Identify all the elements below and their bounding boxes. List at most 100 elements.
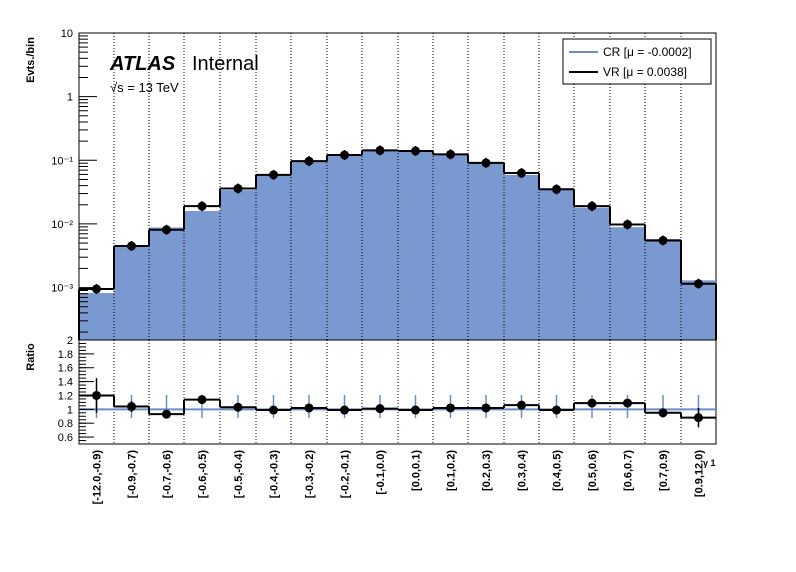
x-tick-label: [-12.0,-0.9): [92, 450, 104, 505]
cr-bar: [468, 163, 504, 340]
x-tick-label: [-0.3,-0.2): [304, 450, 316, 499]
ratio-y-axis: 0.6 0.8 1 1.21.4 1.6 1.8 2: [58, 335, 94, 445]
cr-bar: [220, 190, 256, 340]
cr-bar: [114, 245, 149, 340]
ratio-data-point: [587, 398, 597, 408]
x-tick-label: [0.1,0.2): [446, 450, 458, 491]
ratio-y-tick-label: 0.6: [58, 432, 73, 444]
cr-bar: [504, 174, 539, 340]
vr-data-point: [92, 284, 101, 294]
ratio-y-tick-label: 1.6: [58, 363, 73, 375]
cr-bar: [256, 175, 291, 340]
cr-bar: [327, 155, 362, 340]
cr-bar: [362, 150, 398, 340]
cr-bar: [184, 210, 220, 340]
vr-data-point: [623, 219, 632, 229]
cr-bar: [398, 150, 433, 340]
x-tick-label: [-0.6,-0.5): [197, 450, 209, 499]
x-tick-label: [0.6,0.7): [623, 450, 635, 491]
cr-bar: [681, 280, 716, 340]
vr-data-point: [446, 149, 455, 159]
cr-bar: [574, 207, 610, 340]
x-tick-label: [-0.2,-0.1): [340, 450, 352, 499]
ratio-y-tick-label: 1.4: [58, 377, 73, 389]
cr-bar: [149, 227, 184, 340]
vr-data-point: [162, 225, 171, 235]
vr-data-point: [269, 170, 278, 180]
y-tick-label: 10⁻²: [51, 219, 73, 231]
vr-data-point: [127, 241, 136, 251]
y-tick-label: 10⁻³: [51, 283, 73, 295]
x-tick-label: [-0.5,-0.4): [233, 450, 245, 499]
vr-data-point: [233, 184, 243, 194]
ratio-data-point: [92, 390, 101, 400]
cr-bar: [539, 188, 574, 340]
ratio-y-tick-label: 0.8: [58, 418, 73, 430]
legend: CR [μ = -0.0002] VR [μ = 0.0038]: [562, 38, 712, 85]
x-tick-label: [-0.1,0.0): [375, 450, 387, 495]
y-tick-label: 10⁻¹: [51, 155, 73, 167]
ratio-data-point: [162, 409, 171, 419]
legend-cr-label: CR [μ = -0.0002]: [603, 45, 692, 59]
x-axis-label: γ 1: [703, 458, 716, 468]
ratio-data-point: [233, 402, 243, 412]
main-y-axis: 10⁻³ 10⁻² 10⁻¹ 1 10: [51, 28, 97, 333]
main-y-axis-label: Evts./bin: [25, 37, 37, 83]
x-tick-label: [0.0,0.1): [411, 450, 423, 491]
vr-data-point: [658, 235, 668, 245]
ratio-y-axis-label: Ratio: [25, 343, 37, 371]
ratio-data-point: [481, 403, 491, 413]
legend-vr-label: VR [μ = 0.0038]: [603, 65, 687, 79]
ratio-data-point: [517, 400, 526, 410]
atlas-label: ATLAS: [109, 53, 176, 75]
ratio-series: [79, 378, 716, 428]
x-tick-label: [-0.4,-0.3): [269, 450, 281, 499]
energy-label: √s = 13 TeV: [110, 80, 179, 95]
ratio-y-tick-label: 1: [67, 404, 73, 416]
ratio-data-point: [694, 413, 703, 423]
cr-bar: [433, 155, 468, 340]
y-tick-label: 10: [61, 28, 73, 40]
vr-data-point: [694, 279, 703, 289]
ratio-y-tick-label: 1.2: [58, 390, 73, 402]
main-panel: 10⁻³ 10⁻² 10⁻¹ 1 10 Evts./bin ATLAS Internal…: [25, 28, 717, 341]
cr-bar: [645, 238, 681, 340]
internal-label: Internal: [192, 53, 259, 75]
vr-data-point: [411, 146, 420, 156]
x-tick-label: [0.2,0.3): [481, 450, 493, 491]
x-tick-label: [0.3,0.4): [517, 450, 529, 491]
vr-data-point: [587, 201, 597, 211]
ratio-bin-gridlines: [113, 340, 682, 444]
ratio-data-point: [269, 405, 278, 415]
vr-data-point: [552, 184, 561, 194]
ratio-y-tick-label: 2: [67, 335, 73, 347]
vr-data-point: [375, 145, 385, 155]
ratio-data-point: [304, 403, 314, 413]
ratio-data-point: [197, 395, 207, 405]
ratio-data-point: [623, 398, 632, 408]
ratio-data-point: [340, 405, 349, 415]
vr-data-point: [517, 168, 526, 178]
x-tick-label: [-0.7,-0.6): [162, 450, 174, 499]
legend-box: [562, 38, 712, 85]
vr-data-point: [481, 158, 491, 168]
x-tick-label: [0.5,0.6): [587, 450, 599, 491]
y-tick-label: 1: [67, 92, 73, 104]
ratio-data-point: [375, 404, 385, 414]
x-tick-label: [0.9,12.0): [694, 450, 706, 497]
vr-data-point: [197, 201, 207, 211]
cr-histogram-fill: [79, 150, 716, 340]
x-axis-tick-labels: [-12.0,-0.9) [-0.9,-0.7) [-0.7,-0.6) [-0.6,…: [92, 450, 706, 505]
ratio-data-point: [552, 405, 561, 415]
ratio-data-point: [411, 405, 420, 415]
ratio-data-point: [446, 403, 455, 413]
ratio-data-point: [127, 402, 136, 412]
x-tick-label: [-0.9,-0.7): [127, 450, 139, 499]
ratio-y-tick-label: 1.8: [58, 349, 73, 361]
x-tick-label: [0.4,0.5): [552, 450, 564, 491]
ratio-data-point: [658, 408, 668, 418]
cr-bar: [79, 293, 114, 340]
vr-data-point: [304, 156, 314, 166]
vr-histogram: [78, 145, 717, 340]
